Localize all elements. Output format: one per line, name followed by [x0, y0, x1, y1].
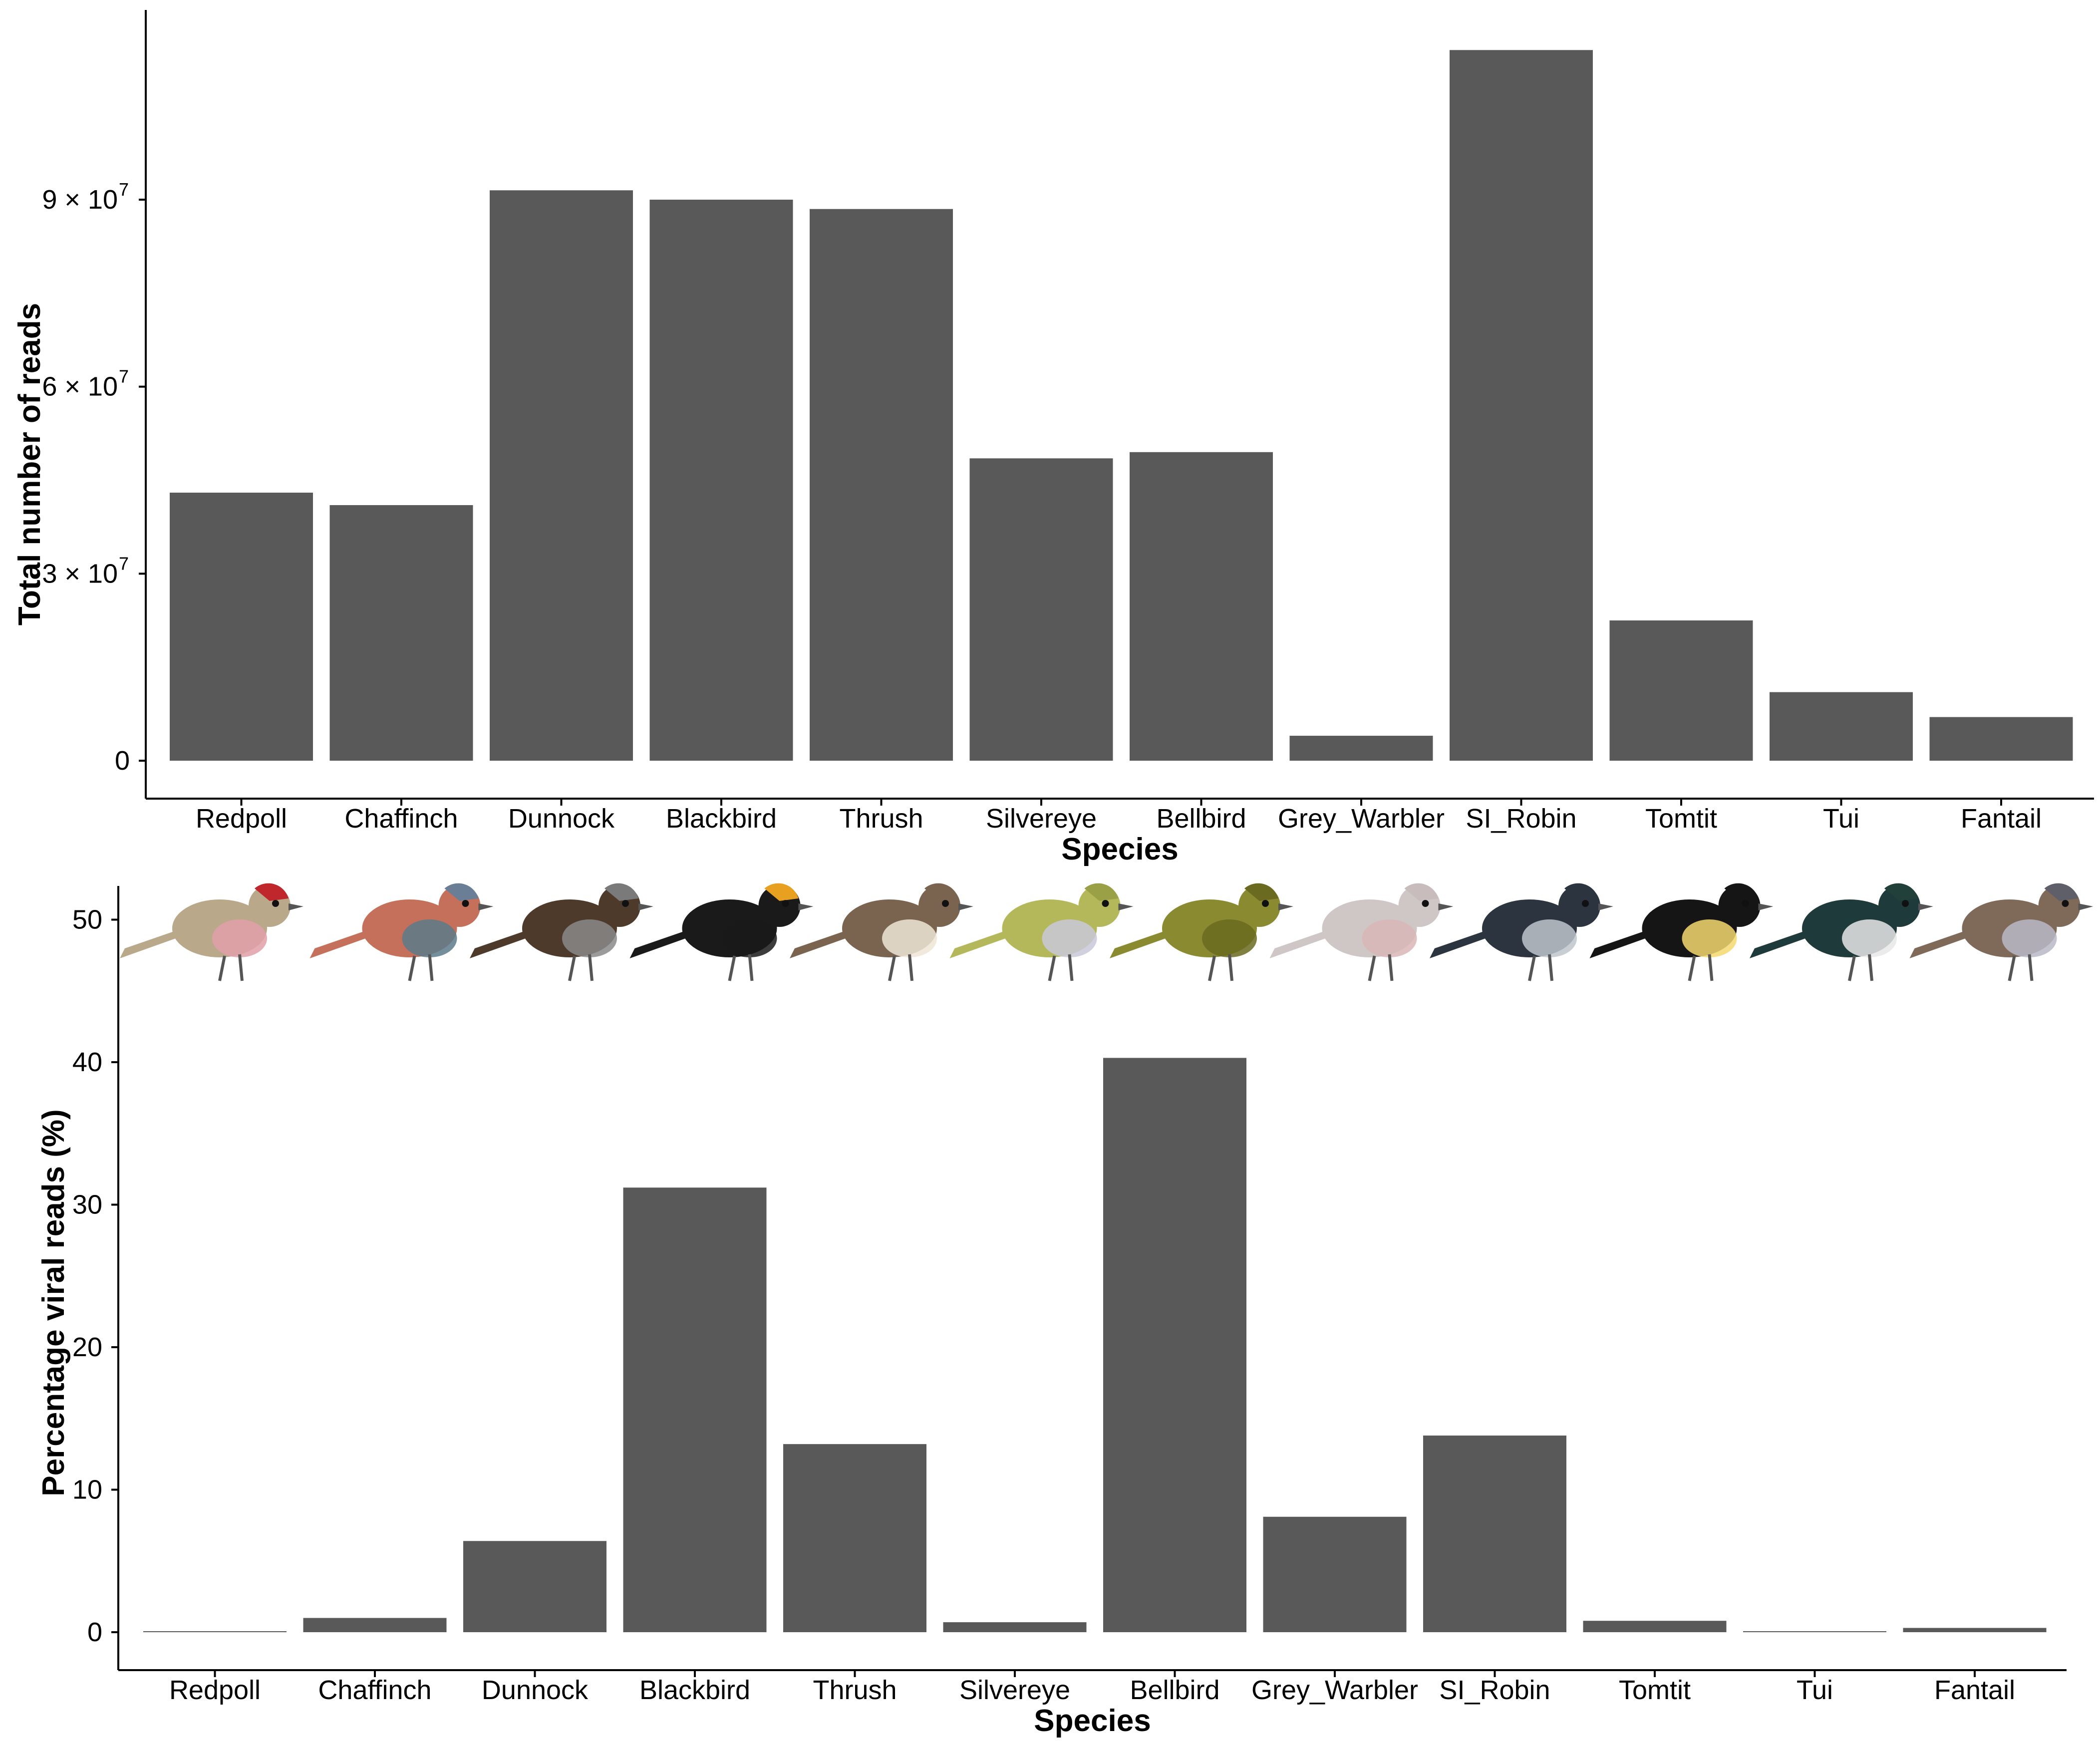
- top-x-tick-label: Fantail: [1961, 804, 2042, 834]
- bottom-bar-tomtit: [1583, 1621, 1727, 1632]
- bottom-bar-silvereye: [943, 1622, 1087, 1632]
- bird-redpoll-illustration: [120, 883, 303, 981]
- bottom-x-tick-label: Fantail: [1934, 1675, 2015, 1705]
- top-y-tick-label: 6 × 10: [42, 372, 118, 402]
- bottom-y-axis-title: Percentage viral reads (%): [36, 1109, 71, 1496]
- top-x-tick-label: Bellbird: [1156, 804, 1246, 834]
- bottom-x-tick-label: Chaffinch: [318, 1675, 431, 1705]
- top-bar-bellbird: [1130, 452, 1273, 761]
- top-y-tick-label: 9 × 10: [42, 185, 118, 215]
- top-bar-dunnock: [490, 190, 633, 761]
- bottom-bar-thrush: [783, 1444, 926, 1632]
- bird-si-robin-illustration: [1430, 883, 1613, 981]
- top-bar-blackbird: [649, 200, 793, 761]
- bird-dunnock-illustration: [470, 883, 653, 981]
- bird-silvereye-illustration: [949, 883, 1134, 981]
- top-y-tick-exponent: 7: [119, 179, 129, 200]
- top-x-tick-label: Thrush: [839, 804, 923, 834]
- bottom-bar-blackbird: [623, 1187, 767, 1632]
- bottom-x-tick-label: Thrush: [813, 1675, 897, 1705]
- top-y-tick-label: 0: [115, 746, 130, 776]
- bottom-y-tick-label: 20: [72, 1332, 102, 1362]
- top-x-axis-title: Species: [1061, 832, 1178, 867]
- bottom-bar-tui: [1743, 1631, 1886, 1632]
- bird-illustrations: [120, 883, 2094, 981]
- bottom-bar-grey-warbler: [1263, 1516, 1407, 1632]
- bottom-bar-bellbird: [1103, 1058, 1246, 1632]
- top-bar-redpoll: [170, 492, 313, 761]
- bottom-x-tick-label: Tui: [1797, 1675, 1833, 1705]
- bird-fantail-illustration: [1909, 883, 2094, 981]
- bird-grey-warbler-illustration: [1269, 883, 1454, 981]
- top-y-tick-label: 3 × 10: [42, 559, 118, 588]
- bottom-x-tick-label: Redpoll: [169, 1675, 261, 1705]
- bird-bellbird-illustration: [1110, 883, 1293, 981]
- top-bar-fantail: [1929, 717, 2073, 761]
- top-y-tick-exponent: 7: [119, 366, 129, 387]
- top-bar-tomtit: [1609, 620, 1753, 761]
- bottom-y-tick-label: 0: [87, 1617, 102, 1647]
- top-x-tick-label: SI_Robin: [1466, 804, 1576, 834]
- top-x-tick-label: Redpoll: [196, 804, 287, 834]
- top-bar-si-robin: [1450, 50, 1593, 761]
- bottom-x-tick-label: SI_Robin: [1439, 1675, 1550, 1705]
- top-x-tick-label: Tui: [1823, 804, 1859, 834]
- bird-blackbird-illustration: [629, 883, 814, 981]
- top-bar-grey-warbler: [1289, 736, 1433, 761]
- bottom-x-tick-label: Grey_Warbler: [1251, 1675, 1418, 1705]
- top-x-tick-label: Chaffinch: [344, 804, 458, 834]
- viral-percentage-chart: 0 10 20 30 40 50 Redpoll Chaffinch Dunnock Blackb…: [36, 886, 2067, 1738]
- top-x-tick-label: Tomtit: [1645, 804, 1717, 834]
- bottom-x-axis-title: Species: [1034, 1704, 1151, 1738]
- bird-thrush-illustration: [790, 883, 973, 981]
- bottom-x-tick-label: Tomtit: [1619, 1675, 1691, 1705]
- bottom-x-tick-label: Dunnock: [482, 1675, 589, 1705]
- top-y-tick-exponent: 7: [119, 553, 129, 574]
- bird-tui-illustration: [1750, 883, 1933, 981]
- top-bar-tui: [1770, 692, 1913, 761]
- bottom-y-tick-label: 10: [72, 1475, 102, 1505]
- top-x-tick-label: Silvereye: [986, 804, 1097, 834]
- bottom-bar-dunnock: [463, 1541, 606, 1632]
- bottom-bar-si-robin: [1423, 1436, 1566, 1632]
- top-y-axis-title: Total number of reads: [12, 303, 47, 626]
- bird-chaffinch-illustration: [309, 883, 494, 981]
- top-bar-silvereye: [969, 458, 1113, 761]
- bottom-bar-redpoll: [143, 1631, 287, 1632]
- bottom-y-tick-label: 50: [72, 905, 102, 935]
- top-bar-thrush: [810, 209, 953, 761]
- bottom-x-tick-label: Bellbird: [1130, 1675, 1219, 1705]
- bottom-bar-fantail: [1903, 1628, 2047, 1632]
- bird-tomtit-illustration: [1589, 883, 1774, 981]
- bottom-x-tick-label: Blackbird: [639, 1675, 750, 1705]
- top-x-tick-label: Blackbird: [666, 804, 777, 834]
- top-x-tick-label: Dunnock: [508, 804, 615, 834]
- top-x-tick-label: Grey_Warbler: [1278, 804, 1445, 834]
- top-bar-chaffinch: [329, 505, 473, 761]
- bottom-y-tick-label: 30: [72, 1190, 102, 1220]
- bottom-y-tick-label: 40: [72, 1047, 102, 1077]
- bottom-bar-chaffinch: [303, 1618, 447, 1632]
- bottom-x-tick-label: Silvereye: [959, 1675, 1070, 1705]
